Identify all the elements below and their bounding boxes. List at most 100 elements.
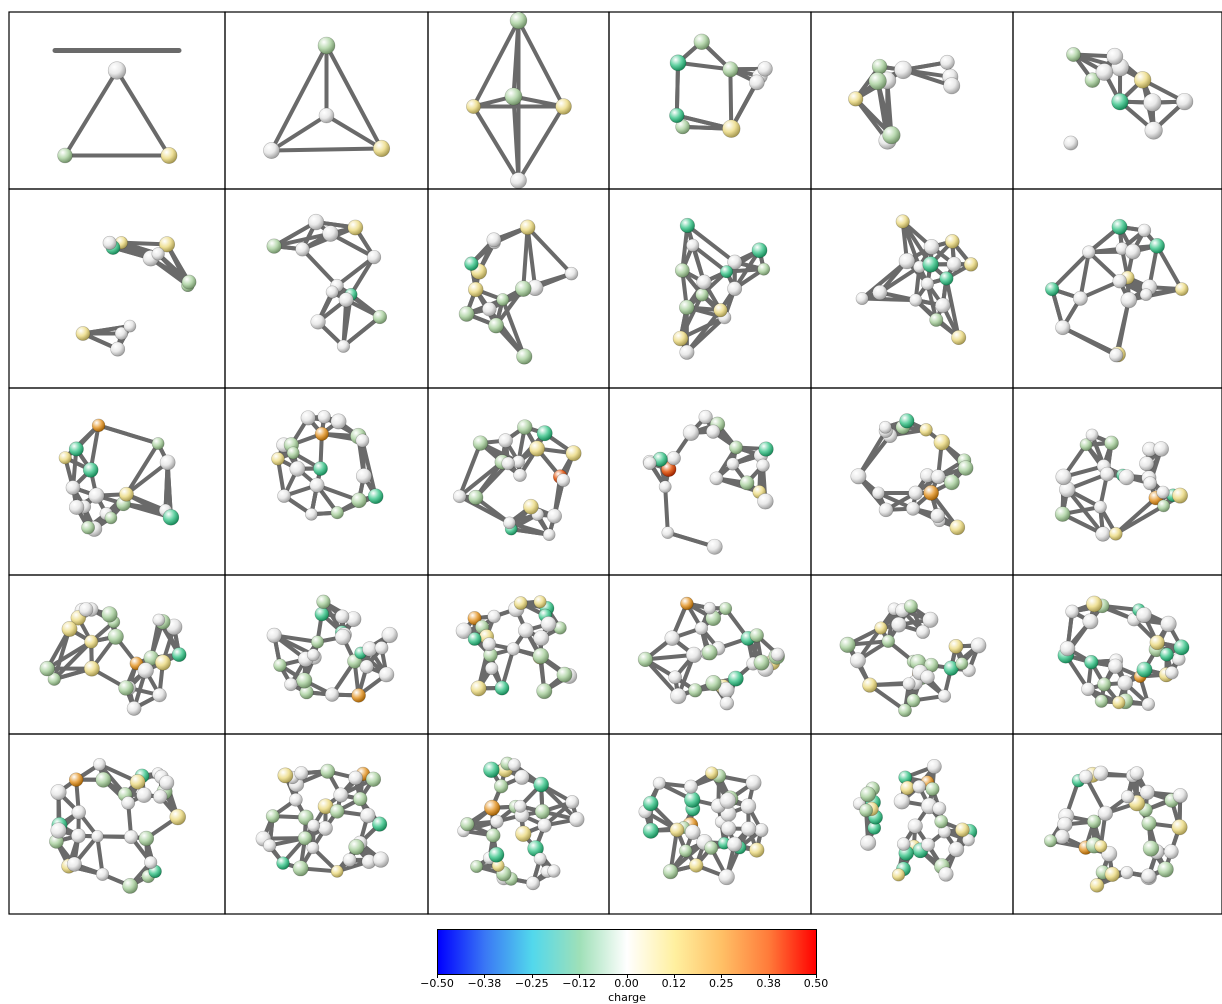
atom: [905, 501, 921, 516]
atom: [277, 767, 294, 784]
atom: [310, 314, 326, 330]
atom: [902, 677, 916, 691]
atom: [839, 636, 856, 653]
atom: [962, 833, 975, 847]
atom: [472, 435, 489, 451]
atom: [498, 433, 513, 448]
atom: [1135, 607, 1152, 624]
atom: [1117, 675, 1134, 691]
atom: [684, 824, 701, 841]
atom: [523, 498, 539, 515]
bond: [1050, 250, 1091, 292]
atom: [727, 254, 743, 270]
bond: [328, 231, 377, 260]
atom: [455, 622, 473, 640]
cluster-cell: [608, 11, 812, 190]
atom: [378, 666, 395, 683]
bond: [63, 68, 119, 158]
atom: [939, 271, 954, 286]
atom: [104, 511, 118, 525]
atom: [1118, 469, 1135, 486]
atom: [1139, 456, 1155, 472]
atom: [903, 599, 918, 614]
bond: [690, 243, 729, 274]
atom: [565, 795, 580, 810]
atom: [542, 528, 556, 542]
atom: [1084, 72, 1101, 88]
atom: [1054, 506, 1071, 522]
atom: [926, 759, 942, 774]
cluster-cell: [427, 574, 610, 735]
atom: [1093, 765, 1109, 781]
atom: [68, 499, 85, 515]
atom: [680, 596, 694, 611]
atom: [874, 621, 888, 635]
atom: [93, 758, 106, 771]
atom: [381, 626, 398, 644]
atom: [1104, 435, 1119, 451]
atom: [868, 71, 887, 91]
colorbar-tickmark: [768, 975, 770, 978]
bond: [1113, 503, 1166, 536]
bond: [663, 484, 670, 535]
atom: [307, 819, 321, 833]
bond: [269, 113, 329, 153]
atom: [534, 803, 550, 820]
atom: [57, 147, 73, 164]
atom: [317, 820, 333, 836]
atom: [1142, 840, 1160, 857]
atom: [355, 468, 372, 484]
atom: [683, 779, 698, 794]
cell-border: [810, 11, 1014, 190]
cell-border: [8, 574, 226, 735]
atom: [922, 256, 939, 273]
atom: [306, 841, 320, 855]
atom: [694, 621, 709, 635]
atom: [284, 677, 298, 692]
atom: [679, 217, 695, 234]
atom: [1157, 861, 1174, 878]
atom: [895, 214, 910, 229]
atom: [749, 842, 765, 858]
atom: [679, 844, 693, 858]
atom: [458, 306, 475, 322]
atom: [662, 863, 679, 880]
atom: [263, 142, 280, 159]
atom: [1072, 290, 1088, 306]
atom: [1156, 485, 1170, 499]
atom: [881, 634, 895, 648]
bond: [95, 834, 105, 877]
atom: [266, 627, 282, 644]
bond: [1060, 512, 1105, 537]
atom: [722, 119, 741, 138]
atom: [138, 830, 155, 847]
atom: [338, 292, 354, 308]
atom: [540, 616, 557, 633]
cluster-cell: [810, 574, 1014, 735]
atom: [532, 647, 549, 665]
atom: [719, 792, 737, 809]
atom: [286, 446, 300, 460]
atom: [84, 634, 99, 649]
atom: [510, 172, 527, 189]
atom: [739, 475, 755, 491]
bond: [300, 247, 339, 288]
cluster-cell: [608, 733, 812, 915]
atom: [485, 661, 499, 675]
atom: [955, 822, 970, 838]
atom: [181, 274, 197, 290]
cluster-cell: [8, 574, 226, 735]
colorbar-tickmark: [816, 975, 817, 978]
atom: [860, 786, 876, 803]
atom: [317, 410, 331, 424]
atom: [313, 461, 328, 476]
bond: [500, 297, 527, 359]
atom: [533, 776, 549, 793]
atom: [110, 341, 126, 357]
atom: [467, 611, 482, 626]
atom: [1045, 282, 1060, 297]
cluster-cell: [1012, 733, 1222, 915]
atom: [1112, 695, 1126, 710]
bond: [1078, 279, 1122, 301]
